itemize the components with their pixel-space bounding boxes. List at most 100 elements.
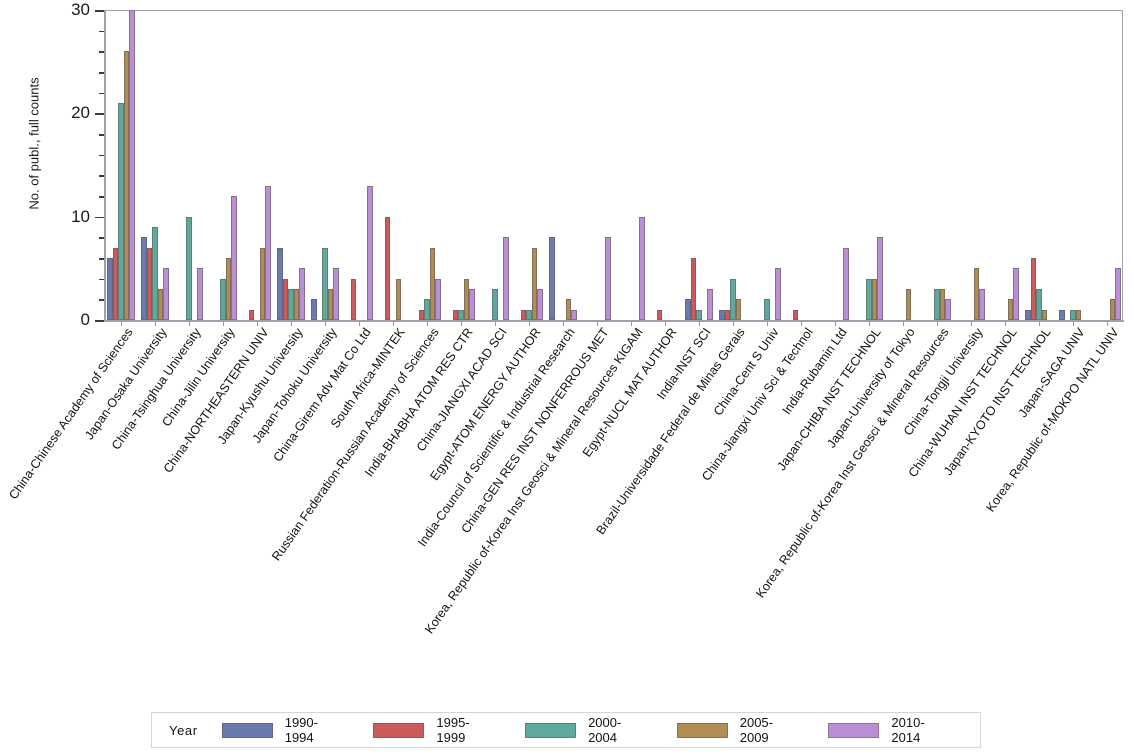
bar [871, 278, 878, 320]
bar [350, 278, 357, 320]
bar [259, 247, 266, 320]
x-tick [835, 321, 837, 326]
x-tick [291, 321, 293, 326]
y-tick-label: 20 [71, 103, 90, 123]
x-tick [767, 321, 769, 326]
bar [690, 258, 697, 320]
y-tick-minor [99, 196, 104, 198]
bar [123, 51, 130, 320]
y-tick-minor [99, 258, 104, 260]
y-tick-minor [99, 72, 104, 74]
x-tick [665, 321, 667, 326]
bar [526, 309, 532, 320]
x-tick [699, 321, 701, 326]
bar [163, 268, 169, 320]
bar [469, 289, 475, 320]
legend-item[interactable]: 2010-2014 [828, 715, 950, 745]
legend-item[interactable]: 1990-1994 [221, 715, 344, 745]
x-tick [597, 321, 599, 326]
bar [1007, 299, 1014, 320]
bar [685, 299, 691, 320]
bar [945, 299, 951, 320]
bar [463, 278, 470, 320]
y-axis: No. of publ., full counts 0 10 20 30 [0, 0, 104, 330]
x-tick [427, 321, 429, 326]
bar [639, 216, 645, 320]
bar [186, 216, 192, 320]
bar [696, 309, 702, 320]
x-tick [801, 321, 803, 326]
x-axis-tick-label: China-Chinese Academy of Sciences [5, 325, 136, 505]
bar [1059, 309, 1065, 320]
bar [973, 268, 980, 320]
y-tick-label: 30 [71, 0, 90, 19]
bar [503, 237, 509, 320]
legend-title: Year [169, 722, 198, 738]
legend-swatch [525, 722, 577, 738]
x-tick [937, 321, 939, 326]
legend-items: 1990-1994 1995-1999 2000-2004 2005-2009 2010… [221, 715, 980, 745]
bar [905, 289, 912, 320]
y-tick-minor [99, 299, 104, 301]
bar [1041, 309, 1048, 320]
x-axis-labels: China-Chinese Academy of Sciences Japan-O… [6, 325, 1124, 696]
y-tick-minor [99, 154, 104, 157]
bar [248, 309, 255, 320]
bar [220, 278, 226, 320]
bar [979, 289, 985, 320]
x-tick-container [104, 321, 1124, 327]
legend-item[interactable]: 2005-2009 [676, 715, 799, 745]
bar [265, 185, 271, 320]
x-tick [563, 321, 565, 326]
bar [327, 289, 334, 320]
x-tick [495, 321, 497, 326]
bar [118, 103, 124, 320]
bar [277, 247, 283, 320]
bar [939, 289, 946, 320]
bar [730, 278, 736, 320]
y-tick-major [95, 113, 104, 115]
bar [1109, 299, 1116, 320]
x-tick [971, 321, 973, 326]
bar [288, 289, 294, 320]
x-axis-tick-label-text: China-Chinese Academy of Sciences [6, 325, 136, 502]
bar [107, 258, 113, 320]
x-tick [1039, 321, 1041, 326]
y-tick-major [95, 320, 104, 322]
bar [429, 247, 436, 320]
legend-swatch [828, 722, 880, 738]
bar [225, 258, 232, 320]
bar [311, 299, 317, 320]
legend-item[interactable]: 1995-1999 [373, 715, 495, 745]
bar [764, 299, 770, 320]
bar [1115, 268, 1121, 320]
bar [152, 227, 158, 320]
bar [724, 309, 731, 320]
y-tick-minor [99, 237, 104, 239]
x-tick [733, 321, 735, 326]
bar [418, 309, 425, 320]
x-tick [223, 321, 225, 326]
legend-label: 2000-2004 [588, 715, 622, 745]
x-tick [631, 321, 633, 326]
x-tick [529, 321, 531, 326]
bar [1025, 309, 1031, 320]
legend-label: 2010-2014 [891, 715, 925, 745]
bar [112, 247, 119, 320]
legend-swatch [676, 722, 728, 738]
legend-label: 2005-2009 [739, 715, 773, 745]
y-tick-major [95, 10, 104, 12]
x-tick [155, 321, 157, 326]
legend-swatch [373, 722, 425, 738]
legend-item[interactable]: 2000-2004 [525, 715, 647, 745]
y-tick-label: 10 [71, 206, 90, 226]
y-tick-minor [99, 51, 104, 53]
bar [452, 309, 459, 320]
bar [537, 289, 543, 320]
bar [877, 237, 883, 320]
bar [843, 247, 849, 320]
y-axis-line [104, 10, 106, 321]
x-tick [359, 321, 361, 326]
legend: Year 1990-1994 1995-1999 2000-2004 2005-200… [151, 712, 981, 748]
